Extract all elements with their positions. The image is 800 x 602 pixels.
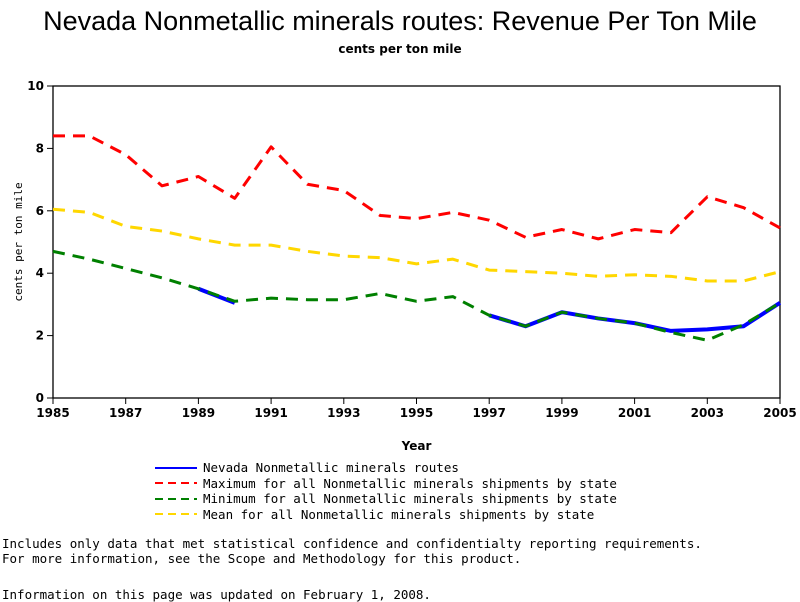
footnotes: Includes only data that met statistical … — [2, 536, 702, 566]
y-tick-label: 2 — [36, 329, 44, 343]
legend-item: Nevada Nonmetallic minerals routes — [155, 460, 617, 476]
y-axis-label: cents per ton mile — [12, 182, 25, 301]
x-tick-label: 2005 — [763, 406, 796, 420]
y-tick-label: 4 — [36, 266, 44, 280]
footnote-confidence: Includes only data that met statistical … — [2, 536, 702, 551]
legend-swatch-maximum — [155, 480, 197, 486]
footnote-methodology: For more information, see the Scope and … — [2, 551, 702, 566]
y-tick-label: 6 — [36, 204, 44, 218]
x-tick-label: 1993 — [327, 406, 360, 420]
legend-label: Mean for all Nonmetallic minerals shipme… — [203, 507, 594, 523]
legend-item: Maximum for all Nonmetallic minerals shi… — [155, 476, 617, 492]
x-tick-label: 1987 — [109, 406, 142, 420]
legend-label: Nevada Nonmetallic minerals routes — [203, 460, 459, 476]
x-tick-label: 1999 — [545, 406, 578, 420]
x-tick-label: 2001 — [618, 406, 651, 420]
legend-item: Mean for all Nonmetallic minerals shipme… — [155, 507, 617, 523]
y-tick-label: 0 — [36, 391, 44, 405]
legend-item: Minimum for all Nonmetallic minerals shi… — [155, 491, 617, 507]
series-line-1 — [53, 136, 780, 239]
legend-swatch-minimum — [155, 496, 197, 502]
x-tick-label: 1985 — [36, 406, 69, 420]
legend-swatch-nevada — [155, 465, 197, 471]
x-tick-label: 1997 — [472, 406, 505, 420]
x-tick-label: 1991 — [254, 406, 287, 420]
legend-label: Maximum for all Nonmetallic minerals shi… — [203, 476, 617, 492]
legend-label: Minimum for all Nonmetallic minerals shi… — [203, 491, 617, 507]
y-tick-label: 10 — [27, 79, 44, 93]
x-axis-label: Year — [401, 439, 432, 453]
legend: Nevada Nonmetallic minerals routes Maxim… — [155, 460, 617, 522]
x-tick-label: 1989 — [182, 406, 215, 420]
x-tick-label: 1995 — [400, 406, 433, 420]
legend-swatch-mean — [155, 511, 197, 517]
plot-frame — [53, 86, 780, 398]
y-tick-label: 8 — [36, 141, 44, 155]
series-line-3 — [53, 209, 780, 281]
x-tick-label: 2003 — [691, 406, 724, 420]
line-chart: 1985 1987 1989 1991 1993 1995 1997 1999 2001 2003… — [0, 0, 800, 460]
